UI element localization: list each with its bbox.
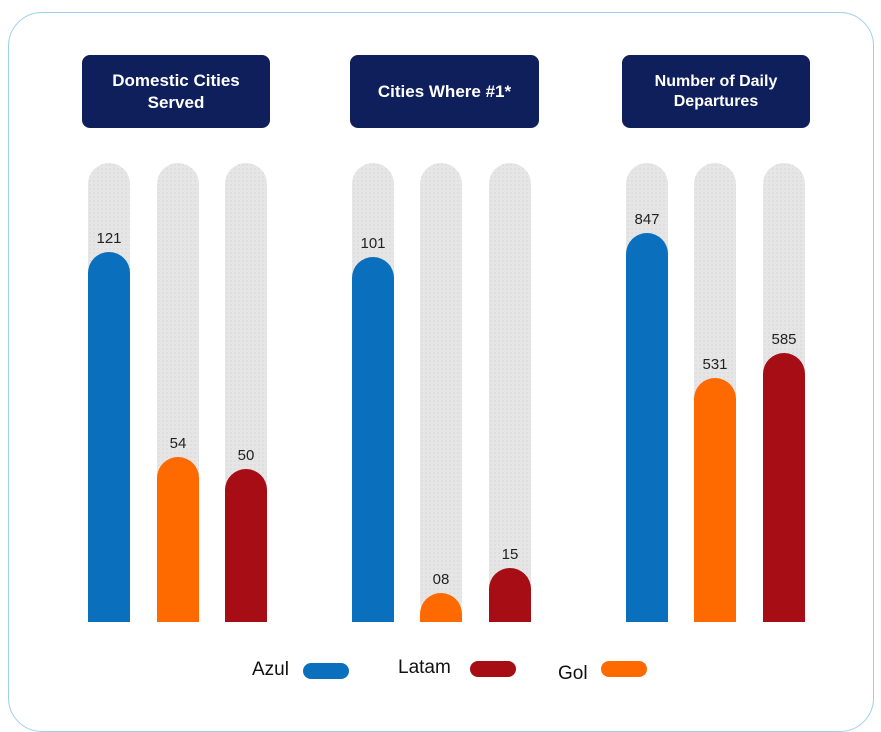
legend-label-azul: Azul [252, 659, 289, 680]
panel-title-domestic-cities: Domestic Cities Served [82, 55, 270, 128]
bar-p1-gol [157, 456, 199, 622]
bar-value-label-p3-latam: 585 [771, 331, 797, 349]
legend-swatch-latam [470, 661, 516, 677]
bar-p3-latam [763, 353, 805, 622]
bar-value-label-p1-azul: 121 [96, 229, 122, 247]
panel-title-daily-departures: Number of Daily Departures [622, 55, 810, 128]
bar-p2-gol [420, 593, 462, 622]
bar-p3-azul [626, 233, 668, 622]
bar-track-p2-gol [420, 163, 462, 622]
bar-value-label-p1-gol: 54 [169, 434, 187, 452]
legend-label-gol: Gol [558, 663, 588, 684]
bar-value-label-p2-latam: 15 [501, 545, 519, 563]
legend-swatch-azul [303, 663, 349, 679]
bar-value-label-p3-azul: 847 [634, 211, 660, 229]
legend: Azul Latam Gol [0, 655, 881, 685]
bar-value-label-p2-gol: 08 [432, 571, 450, 589]
bar-p3-gol [694, 378, 736, 622]
legend-swatch-gol [601, 661, 647, 677]
bar-value-label-p3-gol: 531 [702, 356, 728, 374]
bar-track-p2-latam [489, 163, 531, 622]
bar-value-label-p2-azul: 101 [360, 234, 386, 252]
bar-p2-azul [352, 256, 394, 622]
bar-value-label-p1-latam: 50 [237, 447, 255, 464]
bar-p1-latam [225, 469, 267, 622]
panel-title-cities-where-first: Cities Where #1* [350, 55, 539, 128]
bar-p1-azul [88, 251, 130, 622]
bar-p2-latam [489, 567, 531, 622]
legend-label-latam: Latam [398, 657, 451, 678]
